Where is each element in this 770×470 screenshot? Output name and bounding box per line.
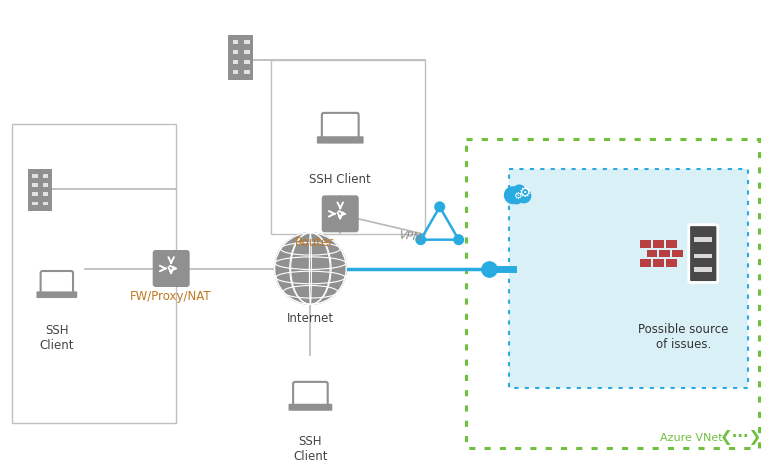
FancyBboxPatch shape bbox=[289, 404, 333, 411]
FancyBboxPatch shape bbox=[36, 291, 77, 298]
Text: SSH
Client: SSH Client bbox=[39, 324, 74, 352]
Text: SSH
Client: SSH Client bbox=[293, 435, 328, 462]
Bar bbox=[43, 174, 49, 178]
Text: SSH Client: SSH Client bbox=[310, 173, 371, 186]
Text: Internet: Internet bbox=[287, 312, 334, 325]
Bar bbox=[695, 267, 712, 272]
Text: Azure VNet: Azure VNet bbox=[660, 432, 722, 443]
Bar bbox=[695, 237, 712, 243]
Circle shape bbox=[275, 233, 346, 304]
Text: ❮···❯: ❮···❯ bbox=[720, 430, 762, 445]
Bar bbox=[640, 259, 651, 267]
FancyBboxPatch shape bbox=[228, 35, 253, 79]
Bar bbox=[233, 60, 238, 64]
Text: ⚙: ⚙ bbox=[513, 191, 521, 201]
FancyBboxPatch shape bbox=[322, 113, 359, 139]
Bar bbox=[32, 183, 38, 187]
Circle shape bbox=[511, 194, 522, 204]
Text: VPN: VPN bbox=[398, 230, 422, 243]
Bar bbox=[640, 240, 651, 248]
Bar bbox=[653, 240, 664, 248]
Bar bbox=[653, 259, 664, 267]
FancyBboxPatch shape bbox=[152, 250, 189, 287]
Circle shape bbox=[517, 189, 531, 203]
Bar bbox=[672, 250, 683, 258]
Bar bbox=[233, 40, 238, 44]
FancyBboxPatch shape bbox=[28, 169, 52, 211]
Text: FW/Proxy/NAT: FW/Proxy/NAT bbox=[130, 290, 212, 304]
FancyBboxPatch shape bbox=[322, 196, 359, 232]
FancyBboxPatch shape bbox=[509, 169, 748, 388]
Text: ⚙: ⚙ bbox=[519, 186, 531, 200]
Bar bbox=[659, 250, 671, 258]
Bar bbox=[43, 202, 49, 205]
Bar bbox=[666, 240, 677, 248]
Bar bbox=[32, 192, 38, 196]
Bar bbox=[233, 70, 238, 74]
FancyBboxPatch shape bbox=[317, 136, 363, 144]
Text: Router: Router bbox=[295, 235, 334, 249]
FancyBboxPatch shape bbox=[688, 225, 718, 282]
Circle shape bbox=[454, 235, 464, 244]
Bar bbox=[43, 192, 49, 196]
Bar bbox=[666, 259, 677, 267]
Bar bbox=[244, 40, 249, 44]
Bar bbox=[233, 50, 238, 54]
Text: Possible source
of issues.: Possible source of issues. bbox=[638, 323, 728, 351]
Bar bbox=[695, 254, 712, 258]
Circle shape bbox=[435, 202, 444, 212]
Bar bbox=[647, 250, 658, 258]
Bar bbox=[32, 202, 38, 205]
FancyBboxPatch shape bbox=[293, 382, 328, 407]
Circle shape bbox=[514, 185, 525, 196]
Circle shape bbox=[416, 235, 426, 244]
Bar bbox=[244, 70, 249, 74]
Bar bbox=[244, 60, 249, 64]
Circle shape bbox=[504, 187, 521, 204]
Bar bbox=[32, 174, 38, 178]
Bar bbox=[244, 50, 249, 54]
FancyBboxPatch shape bbox=[41, 271, 73, 294]
Bar bbox=[43, 183, 49, 187]
